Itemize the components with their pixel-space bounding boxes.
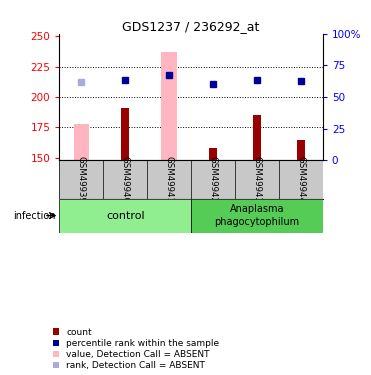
Text: GSM49942: GSM49942 xyxy=(209,156,217,203)
Text: infection: infection xyxy=(13,210,56,220)
Text: Anaplasma
phagocytophilum: Anaplasma phagocytophilum xyxy=(214,204,299,227)
Legend: count, percentile rank within the sample, value, Detection Call = ABSENT, rank, : count, percentile rank within the sample… xyxy=(53,328,219,370)
Bar xyxy=(73,124,89,160)
Text: GSM49943: GSM49943 xyxy=(252,156,262,203)
Bar xyxy=(161,52,177,160)
Title: GDS1237 / 236292_at: GDS1237 / 236292_at xyxy=(122,20,260,33)
Bar xyxy=(209,148,217,160)
Bar xyxy=(253,115,261,160)
Text: control: control xyxy=(106,210,145,220)
Bar xyxy=(297,140,305,160)
Text: GSM49940: GSM49940 xyxy=(121,156,130,203)
Bar xyxy=(59,199,191,232)
Text: GSM49939: GSM49939 xyxy=(77,156,86,203)
Bar xyxy=(121,108,129,160)
Bar xyxy=(191,199,323,232)
Text: GSM49941: GSM49941 xyxy=(165,156,174,203)
Text: GSM49944: GSM49944 xyxy=(296,156,305,203)
